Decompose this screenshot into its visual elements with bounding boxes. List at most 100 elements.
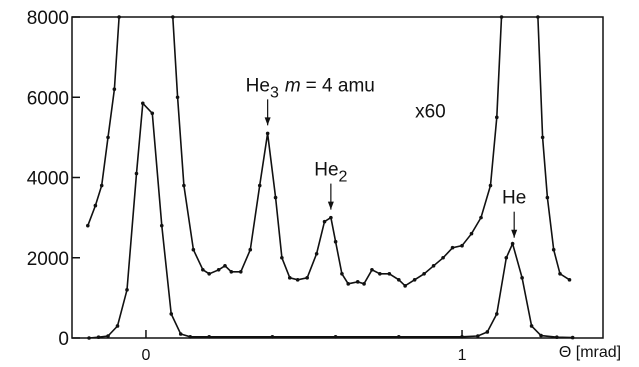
annotation-sub: 3 xyxy=(270,84,279,101)
data-point xyxy=(529,324,534,328)
data-point xyxy=(223,263,227,268)
data-point xyxy=(99,183,104,188)
data-point xyxy=(216,267,221,272)
data-point xyxy=(329,215,333,220)
data-point xyxy=(476,334,480,338)
data-point xyxy=(125,288,129,292)
data-point xyxy=(159,223,164,228)
data-point xyxy=(150,111,155,116)
data-point xyxy=(207,334,211,339)
data-point xyxy=(182,183,186,188)
annotation-text: He xyxy=(502,188,526,209)
data-point xyxy=(333,239,338,244)
data-point xyxy=(93,203,98,208)
data-point xyxy=(273,195,278,200)
data-point xyxy=(488,183,493,188)
data-point xyxy=(171,15,175,19)
data-point xyxy=(422,272,426,276)
data-point xyxy=(431,263,436,268)
annotation-arrowhead xyxy=(511,229,518,238)
x-tick-label: 0 xyxy=(142,347,151,364)
data-point xyxy=(333,334,338,339)
data-point xyxy=(469,231,474,236)
data-point xyxy=(555,335,559,339)
data-point xyxy=(117,15,121,19)
data-point xyxy=(479,215,483,220)
data-point xyxy=(141,101,145,106)
data-point xyxy=(570,335,575,340)
series-line xyxy=(87,17,570,287)
data-point xyxy=(485,330,490,334)
y-tick-label: 8000 xyxy=(27,8,69,29)
data-point xyxy=(295,278,300,282)
data-point xyxy=(134,171,139,176)
data-point xyxy=(551,247,556,252)
data-point xyxy=(355,280,360,284)
data-point xyxy=(441,255,445,260)
annotation-rest: = 4 amu xyxy=(306,75,375,96)
data-point xyxy=(287,276,292,280)
data-point xyxy=(238,269,243,274)
data-point xyxy=(450,245,455,250)
data-point xyxy=(378,272,382,276)
y-tick-label: 6000 xyxy=(27,88,69,109)
data-point xyxy=(207,272,211,276)
data-point xyxy=(106,135,110,140)
data-point xyxy=(403,284,407,288)
data-point xyxy=(305,276,309,280)
data-point xyxy=(115,324,120,328)
data-point xyxy=(112,87,117,92)
data-point xyxy=(340,272,344,276)
annotation-arrowhead xyxy=(327,201,334,210)
data-point xyxy=(540,135,545,140)
data-point xyxy=(397,334,401,339)
data-point xyxy=(412,278,417,282)
data-point xyxy=(520,276,524,280)
data-point xyxy=(257,183,262,188)
x-axis-label: Θ [mrad] xyxy=(559,344,621,361)
annotation: He3 m = 4 amu xyxy=(246,75,375,101)
data-point xyxy=(191,247,196,252)
data-point xyxy=(86,223,90,228)
annotation: x60 xyxy=(415,101,446,122)
data-point xyxy=(536,15,540,19)
y-tick-label: 2000 xyxy=(27,249,69,270)
data-point xyxy=(178,332,183,336)
data-point xyxy=(387,272,392,276)
data-point xyxy=(495,312,499,316)
annotation: He xyxy=(502,188,526,209)
data-point xyxy=(499,15,504,19)
data-point xyxy=(362,282,366,286)
annotation-arrowhead xyxy=(264,117,271,126)
data-point xyxy=(545,195,550,200)
data-point xyxy=(558,272,562,276)
data-point xyxy=(510,241,515,246)
data-point xyxy=(314,251,319,256)
y-tick-label: 0 xyxy=(58,329,69,350)
data-point xyxy=(460,334,464,339)
data-point xyxy=(188,334,193,339)
data-point xyxy=(96,335,101,339)
y-tick-label: 4000 xyxy=(27,169,69,190)
x-tick-label: 1 xyxy=(458,347,467,364)
data-point xyxy=(504,255,509,260)
data-point xyxy=(175,95,180,100)
data-point xyxy=(248,247,253,252)
data-point xyxy=(460,243,464,248)
data-point xyxy=(229,269,234,274)
annotation-italic: m xyxy=(285,75,301,96)
annotation-text: He xyxy=(246,75,270,96)
data-point xyxy=(397,278,401,282)
annotation-text: He xyxy=(314,160,338,181)
data-point xyxy=(280,255,284,260)
data-point xyxy=(539,333,543,338)
data-point xyxy=(346,282,351,286)
data-point xyxy=(567,278,572,282)
annotation-sub: 2 xyxy=(339,169,348,186)
data-point xyxy=(495,115,499,120)
data-point xyxy=(370,267,374,272)
annotation: He2 xyxy=(314,160,347,186)
data-point xyxy=(265,131,270,136)
